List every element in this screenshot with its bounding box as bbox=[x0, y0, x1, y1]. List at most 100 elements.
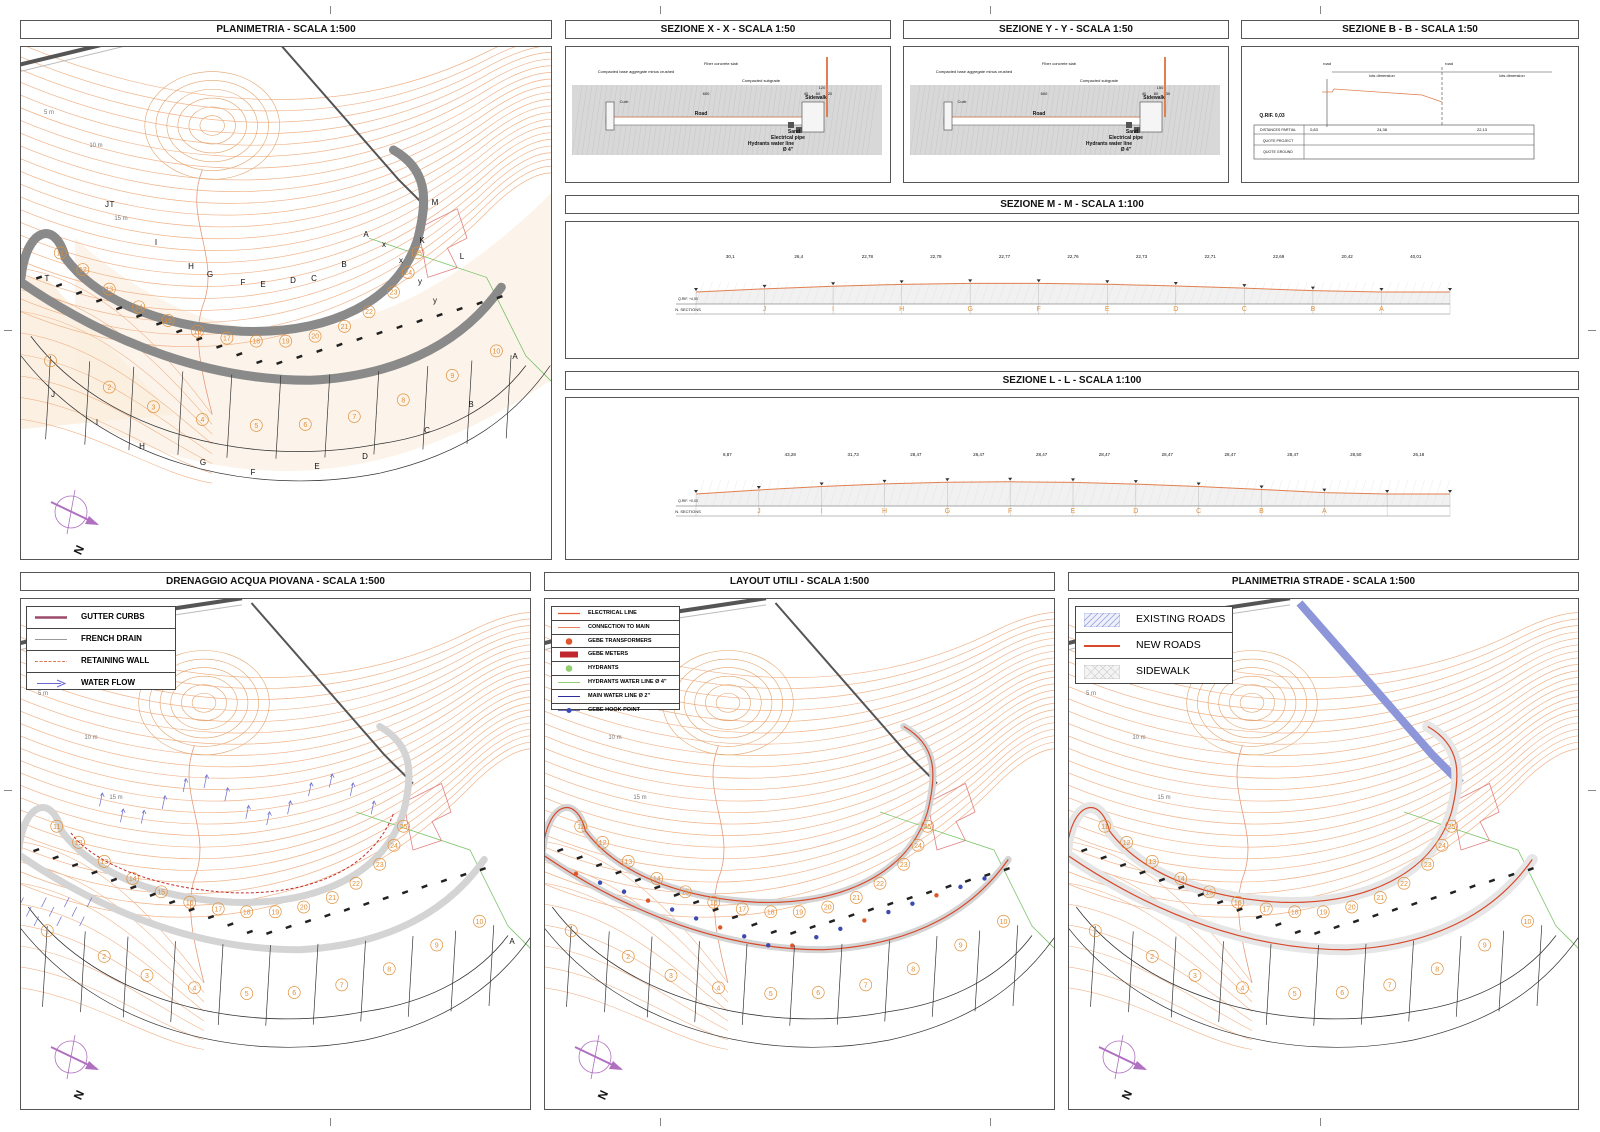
profile-hatch bbox=[1248, 281, 1258, 305]
station-marker bbox=[968, 279, 973, 283]
lot-number: 18 bbox=[252, 339, 260, 346]
road-marker bbox=[1139, 870, 1146, 875]
lot-number-circle bbox=[1335, 986, 1349, 999]
lot-number: 21 bbox=[341, 324, 349, 331]
section-letter: C bbox=[1242, 306, 1247, 313]
lot-number: 3 bbox=[145, 973, 149, 980]
ground-hatch-line bbox=[1159, 84, 1171, 156]
lot-number-circle bbox=[44, 354, 57, 368]
road-marker bbox=[155, 321, 163, 326]
contour-line bbox=[21, 85, 551, 192]
profile-hatch bbox=[1441, 281, 1450, 305]
contour-line bbox=[545, 703, 1054, 836]
station-marker bbox=[1173, 281, 1178, 285]
profile-hatch bbox=[771, 281, 780, 305]
contour-line bbox=[1069, 735, 1578, 895]
legend-row: MAIN WATER LINE Ø 2" bbox=[552, 690, 679, 704]
lot-number: 15 bbox=[164, 318, 172, 325]
lot-number: 1 bbox=[45, 928, 49, 935]
lot-number-circle bbox=[1120, 836, 1133, 849]
lot-number-circle bbox=[621, 950, 635, 963]
lot-number: 2 bbox=[1150, 954, 1154, 961]
legend-label: GUTTER CURBS bbox=[81, 612, 145, 621]
station-marker bbox=[1448, 288, 1452, 291]
section-letter: G bbox=[945, 508, 950, 515]
ground-hatch-line bbox=[596, 84, 608, 156]
road-marker bbox=[556, 847, 564, 853]
ground-hatch-line bbox=[909, 84, 921, 156]
profile-hatch bbox=[796, 281, 805, 305]
contour-line bbox=[545, 644, 1054, 734]
road-marker bbox=[828, 918, 836, 924]
hill-contour bbox=[1218, 675, 1286, 730]
lot-number: 16 bbox=[194, 329, 202, 336]
profile-hatch bbox=[737, 479, 747, 507]
road-marker bbox=[35, 275, 43, 280]
title-sezione-xx: SEZIONE X - X - SCALA 1:50 bbox=[565, 20, 891, 39]
water-flow-arrowhead bbox=[162, 794, 168, 800]
lot-number: 1 bbox=[569, 928, 573, 935]
road-marker bbox=[456, 306, 463, 312]
access-road bbox=[774, 602, 938, 785]
cut-letter: y bbox=[433, 296, 437, 305]
title-sezione-yy: SEZIONE Y - Y - SCALA 1:50 bbox=[903, 20, 1229, 39]
dimension: 40 bbox=[1142, 91, 1147, 96]
profile-hatch bbox=[1156, 479, 1165, 507]
profile-hatch bbox=[972, 479, 981, 507]
north-label: N bbox=[1119, 1088, 1135, 1102]
lot-number: 21 bbox=[1376, 895, 1384, 902]
contour-line bbox=[21, 78, 551, 181]
road-marker bbox=[1158, 877, 1166, 883]
road-marker bbox=[436, 312, 443, 318]
dimension: 30 bbox=[1166, 91, 1171, 96]
profile-hatch bbox=[1399, 281, 1408, 305]
profile-hatch bbox=[729, 479, 738, 507]
profile-hatch bbox=[1307, 281, 1316, 305]
table-row-label: QUOTE PROJECT bbox=[1263, 139, 1294, 143]
lot-number: 11 bbox=[57, 250, 64, 257]
road-marker bbox=[496, 294, 503, 300]
lot-number-circle bbox=[1259, 902, 1273, 916]
contour-line bbox=[21, 152, 551, 311]
utility-point bbox=[958, 884, 963, 890]
profile-hatch bbox=[695, 281, 705, 305]
contour-line bbox=[21, 119, 551, 251]
section-letter: G bbox=[967, 306, 972, 313]
table-row-label: N. SECTIONS bbox=[675, 509, 701, 514]
profile-hatch bbox=[1206, 281, 1216, 305]
new-road-centerline bbox=[545, 725, 934, 903]
profile-hatch bbox=[1014, 479, 1023, 507]
contour-line bbox=[21, 670, 530, 779]
profile-hatch bbox=[1433, 281, 1442, 305]
road-marker bbox=[576, 855, 583, 860]
lot-number-circle bbox=[859, 978, 873, 992]
profile-hatch bbox=[947, 281, 956, 305]
hill-contour bbox=[181, 684, 227, 722]
contour-line bbox=[21, 166, 551, 335]
lot-divider bbox=[505, 355, 512, 439]
section-letter: B bbox=[1259, 508, 1264, 515]
utility-point bbox=[982, 876, 987, 881]
lot-number: 6 bbox=[1340, 990, 1344, 997]
sheet-tick bbox=[990, 1118, 991, 1126]
lot-number-circle bbox=[297, 900, 311, 914]
lot-divider bbox=[1360, 943, 1367, 1025]
lot-number: 24 bbox=[404, 270, 412, 277]
ground-hatch-line bbox=[1169, 84, 1181, 156]
profile-hatch bbox=[1190, 281, 1199, 305]
ground-hatch-line bbox=[1164, 84, 1176, 156]
lot-divider bbox=[128, 366, 135, 451]
new-road-centerline bbox=[1069, 725, 1458, 903]
road-marker bbox=[95, 298, 103, 303]
section-letter: I bbox=[96, 418, 98, 427]
road-marker bbox=[276, 360, 283, 365]
partial-distance: 40,01 bbox=[1410, 254, 1422, 259]
building-outline bbox=[403, 782, 452, 851]
lot-number: 23 bbox=[900, 862, 908, 869]
water-flow-arrowhead bbox=[350, 782, 356, 787]
distance-value: 22,13 bbox=[1477, 127, 1488, 132]
legend-row: ELECTRICAL LINE bbox=[552, 607, 679, 621]
data-table bbox=[1253, 124, 1535, 160]
panel-drenaggio: 1 2 3 4 5 6 7 8 9 10 11 12 13 14 15 16 17 18 19 20 21 22 23 24 2… bbox=[20, 598, 531, 1110]
section-letter: E bbox=[260, 280, 265, 289]
